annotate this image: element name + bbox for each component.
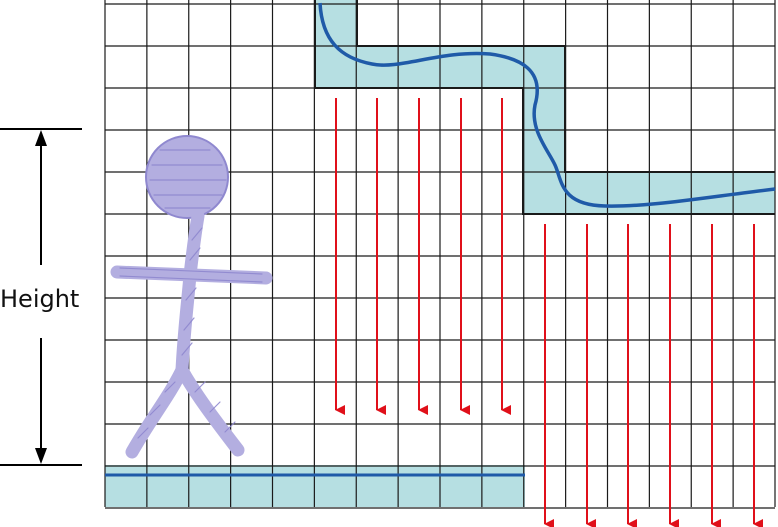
height-marker (0, 128, 82, 466)
figure-right-leg (175, 363, 245, 457)
figure-left-leg (125, 363, 189, 459)
figure-arms (110, 265, 273, 285)
height-label: Height (0, 285, 79, 313)
figure-neck-torso (175, 209, 205, 377)
surface-curve (318, 2, 776, 208)
shelf-outlines (314, 0, 775, 215)
upper-shelf-outline (314, 0, 775, 215)
double-arrow-icon (35, 130, 47, 464)
grid (104, 0, 776, 509)
figure-head (145, 135, 229, 219)
lower-shelf-arrows (544, 224, 763, 527)
stick-figure-icon (110, 135, 273, 459)
step-outline (356, 0, 775, 173)
highlight-floor (105, 465, 525, 507)
upper-shelf-arrows (335, 98, 511, 415)
